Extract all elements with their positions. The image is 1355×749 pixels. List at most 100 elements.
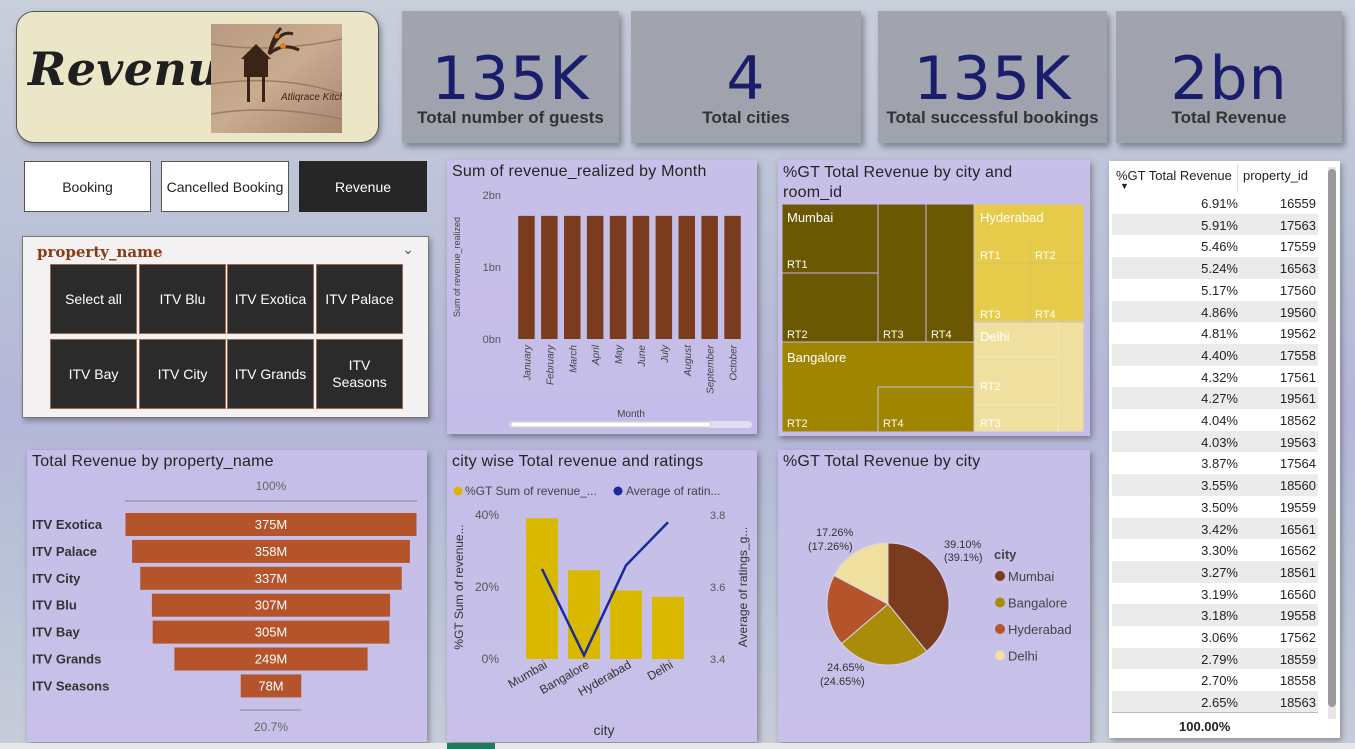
- cell-property-id: 18563: [1279, 695, 1316, 711]
- cancelled-booking-button[interactable]: Cancelled Booking: [161, 161, 289, 212]
- treemap-label: RT2: [980, 381, 1001, 393]
- slicer-tile[interactable]: ITV Seasons: [316, 339, 403, 409]
- table-row[interactable]: 3.87% 17564: [1112, 452, 1318, 474]
- table-row[interactable]: 3.27% 18561: [1112, 560, 1318, 583]
- kpi-label: Total Revenue: [1171, 108, 1287, 127]
- y-left-tick: 20%: [475, 580, 499, 594]
- slicer-tile[interactable]: ITV Blu: [139, 264, 226, 334]
- table-row[interactable]: 4.27% 19561: [1112, 387, 1318, 409]
- cell-property-id: 16561: [1279, 521, 1316, 537]
- x-tick-label: January: [522, 344, 533, 382]
- legend-label: Delhi: [1008, 649, 1038, 664]
- slicer-tile[interactable]: ITV Grands: [227, 339, 314, 409]
- booking-button[interactable]: Booking: [24, 161, 151, 212]
- table-row[interactable]: 3.50% 19559: [1112, 496, 1318, 518]
- table-row[interactable]: 4.04% 18562: [1112, 409, 1318, 431]
- chart-title: city wise Total revenue and ratings: [452, 453, 704, 470]
- x-tick-label: September: [706, 344, 717, 394]
- slicer-tile[interactable]: Select all: [50, 264, 137, 334]
- treemap-chart: %GT Total Revenue by city and room_id Mu…: [778, 160, 1090, 436]
- pie-label: (24.65%): [820, 676, 865, 688]
- pie-slice: [833, 542, 889, 605]
- cell-property-id: 16563: [1279, 261, 1316, 277]
- cell-property-id: 19563: [1279, 434, 1316, 450]
- funnel-top-percent: 100%: [256, 479, 287, 493]
- slicer-tile[interactable]: ITV Palace: [316, 264, 403, 334]
- table-row[interactable]: 4.03% 19563: [1112, 430, 1318, 453]
- cell-revenue-pct: 3.42%: [1201, 521, 1238, 537]
- y-axis-label: Sum of revenue_realized: [452, 217, 462, 317]
- logo-text: Atliqrace Kitchen: [280, 92, 342, 103]
- x-tick-label: Delhi: [645, 657, 676, 683]
- y-right-tick: 3.4: [710, 654, 725, 666]
- table-row[interactable]: 4.86% 19560: [1112, 300, 1318, 323]
- cell-revenue-pct: 5.91%: [1201, 217, 1238, 233]
- revenue-button[interactable]: Revenue: [299, 161, 427, 212]
- scrollbar-thumb[interactable]: [1328, 169, 1336, 707]
- cell-property-id: 19560: [1279, 304, 1316, 320]
- slicer-tile[interactable]: ITV City: [139, 339, 226, 409]
- treemap-label: RT2: [787, 329, 808, 341]
- table-row[interactable]: 6.91% 16559: [1112, 192, 1318, 214]
- funnel-category-label: ITV Exotica: [32, 517, 103, 532]
- legend-label: Mumbai: [1008, 569, 1054, 584]
- cell-revenue-pct: 4.32%: [1201, 369, 1238, 385]
- pie-slice: [840, 603, 928, 666]
- cell-revenue-pct: 3.06%: [1201, 630, 1238, 645]
- x-tick-label: April: [591, 344, 602, 366]
- y-left-tick: 40%: [475, 508, 499, 522]
- city-pie-chart: %GT Total Revenue by city 39.10% (39.1%) 2…: [778, 450, 1090, 742]
- table-row[interactable]: 3.42% 16561: [1112, 517, 1318, 540]
- treemap-label: RT3: [980, 418, 1001, 430]
- treemap-cell-delhi[interactable]: [973, 321, 1085, 433]
- pie-label: (17.26%): [808, 541, 853, 553]
- table-row[interactable]: 2.79% 18559: [1112, 647, 1318, 670]
- treemap-label: Mumbai: [787, 210, 833, 225]
- table-row[interactable]: 5.17% 17560: [1112, 279, 1318, 301]
- table-row[interactable]: 3.18% 19558: [1112, 604, 1318, 626]
- city-combo-chart: city wise Total revenue and ratings %GT …: [447, 450, 757, 742]
- table-row[interactable]: 2.65% 18563: [1112, 691, 1318, 713]
- funnel-value-label: 307M: [255, 598, 288, 613]
- table-header-revenue[interactable]: %GT Total Revenue: [1116, 168, 1232, 183]
- cell-revenue-pct: 5.24%: [1201, 261, 1238, 277]
- slicer-tile[interactable]: ITV Exotica: [227, 264, 314, 334]
- table-row[interactable]: 5.91% 17563: [1112, 213, 1318, 236]
- treemap-label: Bangalore: [787, 350, 846, 365]
- x-tick-label: July: [660, 344, 671, 364]
- table-row[interactable]: 3.55% 18560: [1112, 474, 1318, 496]
- kpi-label: Total successful bookings: [886, 108, 1099, 127]
- y-right-tick: 3.6: [710, 582, 725, 594]
- table-row[interactable]: 2.70% 18558: [1112, 669, 1318, 691]
- cell-revenue-pct: 3.87%: [1201, 456, 1238, 472]
- cell-property-id: 18562: [1279, 413, 1316, 428]
- legend-title: city: [994, 547, 1017, 562]
- table-row[interactable]: 3.06% 17562: [1112, 626, 1318, 648]
- table-row[interactable]: 4.81% 19562: [1112, 322, 1318, 344]
- table-row[interactable]: 4.40% 17558: [1112, 343, 1318, 366]
- legend-label: Bangalore: [1008, 596, 1067, 611]
- active-page-tab[interactable]: [447, 743, 495, 749]
- table-row[interactable]: 3.19% 16560: [1112, 583, 1318, 605]
- treemap-svg: Mumbai RT1 RT2 RT3 RT4 Hyderabad RT1 RT2…: [781, 203, 1085, 433]
- legend-label: Hyderabad: [1008, 622, 1072, 637]
- x-tick-label: June: [637, 345, 648, 368]
- sort-desc-icon[interactable]: ▼: [1120, 181, 1129, 191]
- treemap-label: RT1: [787, 259, 808, 271]
- table-row[interactable]: 3.30% 16562: [1112, 539, 1318, 561]
- treemap-label: Hyderabad: [980, 210, 1044, 225]
- cell-property-id: 17558: [1279, 347, 1316, 363]
- slicer-tile[interactable]: ITV Bay: [50, 339, 137, 409]
- combo-bar: [610, 590, 642, 659]
- table-row[interactable]: 5.46% 17559: [1112, 235, 1318, 257]
- table-row[interactable]: 5.24% 16563: [1112, 257, 1318, 279]
- cell-property-id: 18559: [1279, 651, 1316, 667]
- cell-revenue-pct: 4.81%: [1201, 326, 1238, 342]
- table-row[interactable]: 4.32% 17561: [1112, 366, 1318, 388]
- chevron-down-icon[interactable]: ⌄: [402, 241, 414, 257]
- treemap-label: RT3: [980, 309, 1001, 321]
- scrollbar[interactable]: [1328, 167, 1336, 719]
- funnel-category-label: ITV Grands: [32, 652, 101, 667]
- table-header-property-id[interactable]: property_id: [1243, 168, 1309, 183]
- x-tick-label: March: [568, 345, 579, 373]
